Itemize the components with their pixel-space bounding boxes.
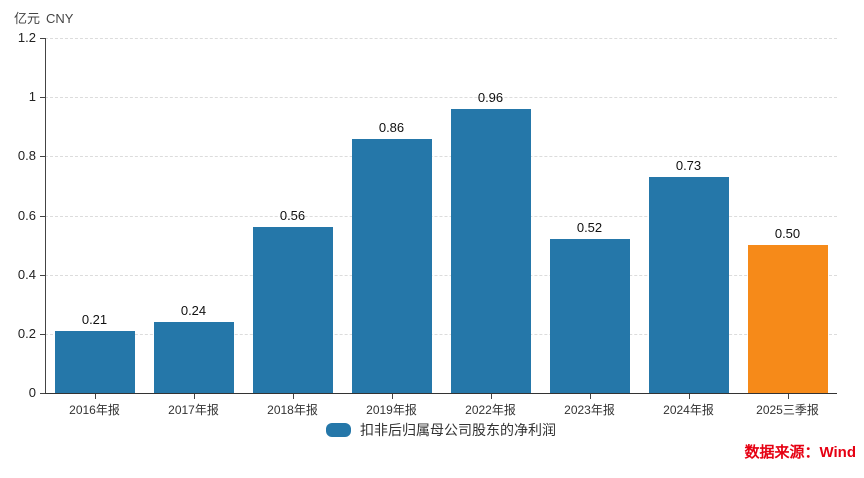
legend-label: 扣非后归属母公司股东的净利润 [360, 422, 556, 438]
bar-2018年报[interactable] [252, 227, 333, 393]
bar-value-label: 0.21 [81, 311, 108, 327]
x-axis-tick [193, 394, 195, 399]
y-axis-tick-label: 0.4 [17, 266, 36, 282]
y-axis-tick-label: 1.2 [17, 30, 36, 45]
y-axis-tick [40, 215, 45, 217]
bar-value-label: 0.56 [279, 208, 306, 224]
x-axis-tick-label: 2016年报 [69, 403, 120, 417]
x-axis-tick-label: 2025三季报 [756, 403, 819, 417]
bar-value-label: 0.96 [477, 90, 504, 105]
bar-value-label: 0.24 [180, 303, 207, 318]
bar-2024年报[interactable] [648, 177, 729, 393]
x-axis-tick [292, 394, 294, 399]
x-axis-tick-label: 2019年报 [366, 403, 417, 417]
y-axis-tick [40, 97, 45, 99]
x-axis-line [45, 393, 837, 394]
x-axis-tick-label: 2023年报 [564, 403, 615, 417]
x-axis-tick [688, 394, 690, 399]
y-axis-tick-label: 0.8 [17, 148, 36, 164]
x-axis-tick-label: 2018年报 [267, 403, 318, 417]
gridline [45, 156, 837, 158]
gridline [45, 215, 837, 217]
y-axis-unit: 亿元 CNY [14, 8, 79, 27]
y-axis-tick-label: 0 [28, 385, 36, 400]
x-axis-tick [94, 394, 96, 399]
bar-value-label: 0.86 [378, 119, 405, 135]
bar-2025三季报[interactable] [747, 245, 828, 393]
legend-swatch [326, 423, 351, 437]
bar-2017年报[interactable] [153, 322, 234, 393]
y-axis-tick [40, 333, 45, 335]
gridline [45, 97, 837, 99]
data-source-note: 数据来源：Wind [744, 444, 856, 461]
bar-value-label: 0.50 [774, 226, 801, 242]
y-axis-unit-cn: 亿元 [14, 11, 41, 26]
y-axis-unit-en: CNY [46, 11, 74, 26]
x-axis-tick [787, 394, 789, 399]
bar-value-label: 0.52 [576, 220, 603, 236]
y-axis-tick [40, 393, 45, 394]
y-axis-line [45, 38, 46, 394]
y-axis-tick-label: 0.2 [17, 325, 36, 341]
x-axis-tick-label: 2022年报 [465, 403, 516, 417]
y-axis-tick [40, 156, 45, 158]
gridline [45, 38, 837, 39]
y-axis-tick [40, 38, 45, 39]
bar-2022年报[interactable] [450, 109, 531, 393]
y-axis-tick [40, 274, 45, 276]
gridline [45, 274, 837, 276]
bar-2019年报[interactable] [351, 138, 432, 393]
x-axis-tick-label: 2024年报 [663, 403, 714, 417]
bar-value-label: 0.73 [675, 158, 702, 174]
bar-2023年报[interactable] [549, 239, 630, 393]
y-axis-tick-label: 0.6 [17, 207, 36, 223]
y-axis-tick-label: 1 [28, 89, 36, 105]
x-axis-tick-label: 2017年报 [168, 403, 219, 417]
gridline [45, 333, 837, 335]
x-axis-tick [490, 394, 492, 399]
legend[interactable]: 扣非后归属母公司股东的净利润 [45, 420, 837, 440]
bar-2016年报[interactable] [54, 330, 135, 393]
x-axis-tick [589, 394, 591, 399]
x-axis-tick [391, 394, 393, 399]
